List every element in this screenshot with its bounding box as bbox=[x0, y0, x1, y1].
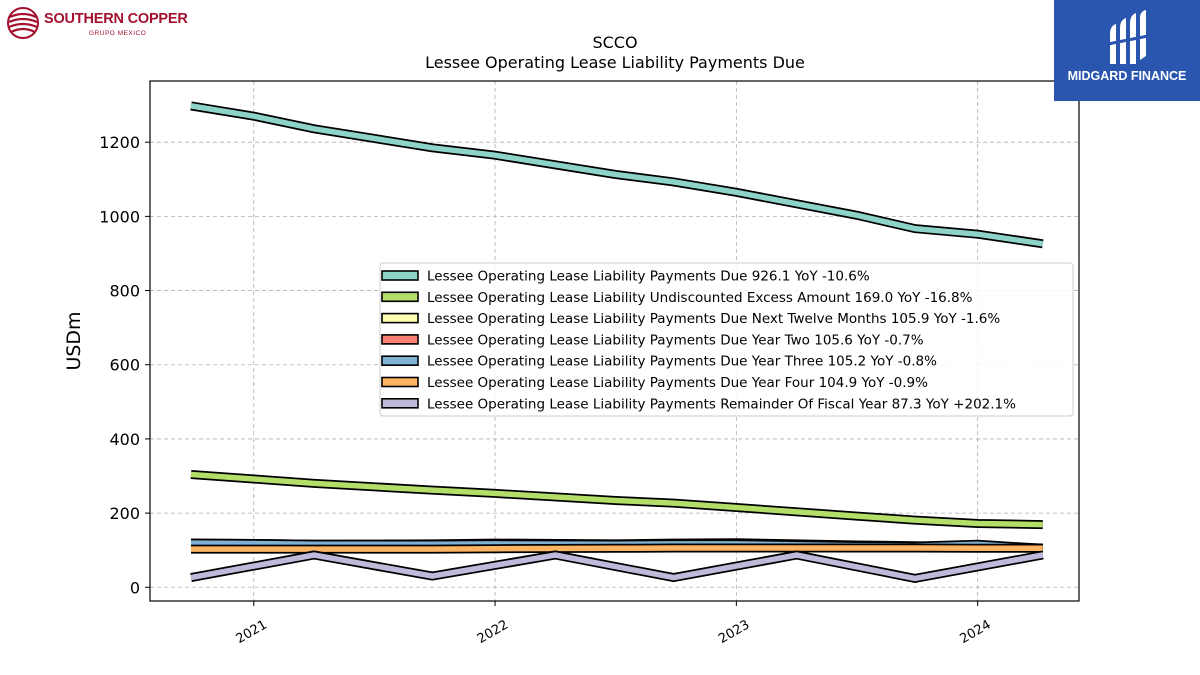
legend-swatch-lessee-operating-lease-liability-payments-due-next-twelve-months bbox=[381, 312, 419, 324]
midgard-finance-logo: MIDGARD FINANCE bbox=[1054, 0, 1200, 101]
legend-label-lessee-operating-lease-liability-payments-remainder-of-fiscal-year: Lessee Operating Lease Liability Payment… bbox=[427, 396, 1016, 412]
y-tick-label: 1200 bbox=[99, 133, 140, 152]
southern-copper-icon bbox=[7, 7, 39, 39]
legend-label-lessee-operating-lease-liability-payments-due: Lessee Operating Lease Liability Payment… bbox=[427, 269, 870, 285]
series-lessee-operating-lease-liability-payments-remainder-of-fiscal-year-line bbox=[190, 552, 1044, 582]
legend-swatch-lessee-operating-lease-liability-undiscounted-excess-amount bbox=[381, 291, 419, 303]
y-axis-label: USDm bbox=[63, 311, 85, 370]
series-lessee-operating-lease-liability-payments-due-line bbox=[190, 103, 1044, 247]
y-tick-label: 400 bbox=[109, 430, 140, 449]
series-lessee-operating-lease-liability-undiscounted-excess-amount-line bbox=[190, 471, 1043, 528]
y-tick-label: 1000 bbox=[99, 207, 140, 226]
legend-label-lessee-operating-lease-liability-payments-due-next-twelve-months: Lessee Operating Lease Liability Payment… bbox=[427, 311, 1000, 327]
series-lessee-operating-lease-liability-payments-due-year-four-line bbox=[191, 545, 1043, 552]
legend-swatch-lessee-operating-lease-liability-payments-due-year-three bbox=[381, 355, 419, 367]
x-tick-label: 2024 bbox=[957, 617, 993, 647]
chart-title: SCCO bbox=[592, 33, 637, 52]
southern-copper-logo: SOUTHERN COPPER GRUPO MEXICO bbox=[4, 4, 194, 44]
x-tick-label: 2022 bbox=[475, 617, 511, 647]
legend-box bbox=[379, 262, 1074, 417]
x-tick-label: 2023 bbox=[716, 617, 752, 647]
southern-copper-sub: GRUPO MEXICO bbox=[89, 30, 147, 37]
midgard-finance-icon bbox=[1107, 10, 1149, 64]
legend-swatch-lessee-operating-lease-liability-payments-due-year-four bbox=[381, 376, 419, 388]
legend-swatch-lessee-operating-lease-liability-payments-due bbox=[381, 270, 419, 281]
legend-label-lessee-operating-lease-liability-payments-due-year-three: Lessee Operating Lease Liability Payment… bbox=[427, 354, 937, 370]
legend-swatch-lessee-operating-lease-liability-payments-remainder-of-fiscal-year bbox=[381, 397, 419, 409]
y-tick-label: 600 bbox=[109, 356, 140, 375]
y-tick-label: 0 bbox=[130, 578, 140, 597]
midgard-finance-name: MIDGARD FINANCE bbox=[1067, 69, 1187, 83]
x-tick-label: 2021 bbox=[234, 617, 270, 647]
y-tick-label: 800 bbox=[109, 282, 140, 301]
chart-subtitle: Lessee Operating Lease Liability Payment… bbox=[425, 53, 805, 72]
plot-frame bbox=[149, 80, 1080, 602]
legend-swatch-lessee-operating-lease-liability-payments-due-year-two bbox=[381, 334, 419, 345]
legend-label-lessee-operating-lease-liability-payments-due-year-two: Lessee Operating Lease Liability Payment… bbox=[427, 332, 924, 348]
legend-label-lessee-operating-lease-liability-undiscounted-excess-amount: Lessee Operating Lease Liability Undisco… bbox=[427, 290, 973, 306]
southern-copper-name: SOUTHERN COPPER bbox=[44, 11, 188, 27]
y-tick-label: 200 bbox=[109, 504, 140, 523]
legend-label-lessee-operating-lease-liability-payments-due-year-four: Lessee Operating Lease Liability Payment… bbox=[427, 375, 928, 391]
